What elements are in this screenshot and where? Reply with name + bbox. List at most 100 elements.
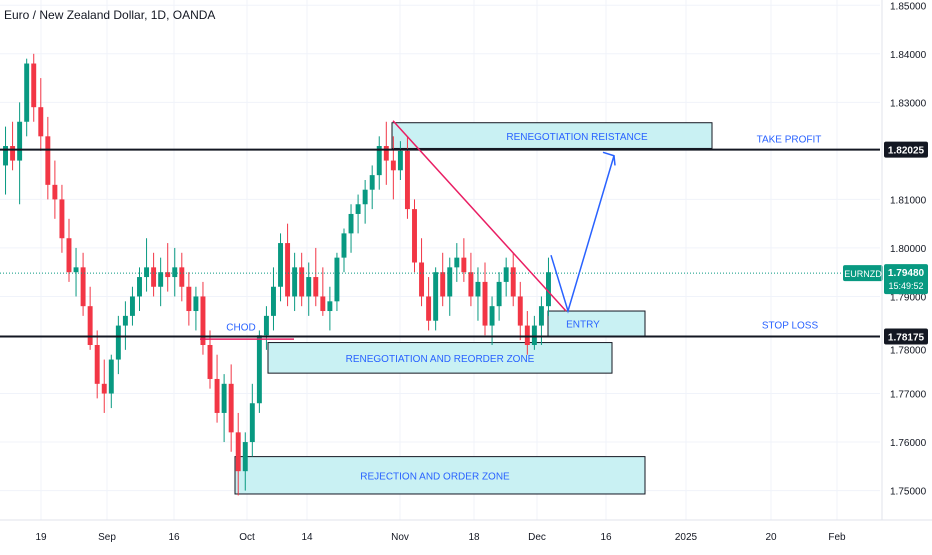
x-tick-label: 2025 — [675, 532, 698, 543]
candle-body — [546, 272, 551, 307]
candle-body — [17, 121, 23, 161]
candle-body — [426, 296, 432, 321]
stop-loss-price: 1.78175 — [888, 333, 925, 344]
candle-body — [313, 277, 319, 297]
candle-body — [489, 306, 495, 326]
candle-body — [496, 281, 502, 307]
x-tick-label: Nov — [391, 532, 409, 543]
candle-body — [249, 403, 255, 443]
candle-body — [299, 267, 305, 297]
x-tick-label: 20 — [765, 532, 777, 543]
annotation-take-profit: TAKE PROFIT — [757, 135, 822, 146]
bar-countdown: 15:49:52 — [888, 281, 923, 291]
annotation-entry: ENTRY — [566, 320, 600, 331]
candle-body — [517, 296, 523, 326]
candle-body — [256, 335, 262, 404]
candle-body — [341, 233, 347, 258]
x-axis: 19 Sep 16 Oct 14 Nov 18 Dec 16 2025 20 Feb — [0, 519, 932, 543]
candle-body — [45, 136, 51, 185]
partial-price: 1.78000 — [890, 346, 927, 357]
chart-title: Euro / New Zealand Dollar, 1D, OANDA — [4, 8, 216, 22]
candle-body — [524, 325, 530, 345]
candle-body — [482, 281, 488, 326]
take-profit-price-tag — [884, 141, 928, 158]
candle-body — [80, 267, 86, 307]
take-profit-price: 1.82025 — [888, 146, 925, 157]
candle-body — [101, 383, 107, 394]
candle-body — [38, 107, 44, 137]
candle-body — [179, 267, 185, 287]
candle-body — [3, 146, 8, 166]
current-price: 1.79480 — [888, 268, 925, 279]
candle-body — [531, 325, 537, 345]
candle-body — [129, 296, 135, 316]
candle-body — [10, 146, 16, 161]
zone-box-resistance — [391, 122, 713, 149]
candles — [3, 53, 551, 496]
candle-body — [158, 272, 164, 287]
candle-body — [447, 267, 453, 297]
candle-body — [383, 146, 389, 161]
y-tick-label: 1.79000 — [890, 292, 927, 303]
x-tick-label: Sep — [98, 532, 116, 543]
y-tick-label: 1.80000 — [890, 244, 927, 255]
x-tick-label: Oct — [239, 532, 255, 543]
y-axis: 1.85000 1.84000 1.83000 1.81000 1.80000 1.790… — [881, 0, 928, 520]
symbol-label: EURNZD — [844, 269, 882, 279]
y-tick-label: 1.85000 — [890, 1, 927, 12]
candle-body — [362, 189, 368, 205]
x-tick-label: 19 — [35, 532, 47, 543]
candle-body — [320, 296, 326, 312]
projection-arrowhead — [602, 151, 616, 166]
candle-body — [66, 238, 72, 273]
candle-body — [137, 277, 142, 297]
candle-body — [186, 286, 192, 312]
candle-body — [214, 378, 220, 413]
candle-body — [278, 243, 283, 287]
candle-body — [390, 160, 396, 171]
y-tick-label: 1.83000 — [890, 98, 927, 109]
candle-body — [475, 281, 481, 297]
annotation-resistance: RENEGOTIATION REISTANCE — [506, 132, 648, 143]
grid — [0, 0, 880, 520]
candle-body — [200, 296, 206, 345]
candle-body — [151, 267, 157, 287]
candle-body — [52, 184, 58, 200]
candle-body — [292, 267, 298, 297]
x-tick-label: Dec — [528, 532, 546, 543]
candle-body — [235, 432, 241, 472]
candle-body — [193, 296, 199, 312]
y-tick-label: 1.77000 — [890, 390, 927, 401]
zone-box-rejection-zone — [234, 456, 646, 495]
candle-body — [59, 199, 65, 239]
y-tick-label: 1.81000 — [890, 195, 927, 206]
candle-body — [87, 306, 93, 345]
candle-body — [242, 442, 248, 472]
candle-body — [503, 267, 509, 282]
candle-body — [108, 359, 114, 394]
candle-body — [327, 301, 333, 312]
x-tick-label: 16 — [600, 532, 612, 543]
candle-body — [397, 150, 403, 171]
candle-body — [334, 257, 340, 302]
candle-body — [115, 325, 121, 360]
candle-body — [228, 383, 234, 433]
symbol-tag — [843, 265, 883, 282]
candle-body — [172, 267, 178, 278]
candle-body — [144, 267, 150, 278]
candle-body — [24, 63, 30, 122]
projection-path — [550, 155, 615, 314]
stop-loss-price-tag — [884, 328, 928, 345]
candle-body — [412, 209, 417, 263]
annotation-stop-loss: STOP LOSS — [762, 321, 819, 332]
candle-body — [348, 213, 354, 234]
y-tick-label: 1.75000 — [890, 487, 927, 498]
candle-body — [538, 306, 544, 326]
candle-body — [404, 150, 410, 210]
y-tick-label: 1.84000 — [890, 50, 927, 61]
overlays: RENEGOTIATION REISTANCE TAKE PROFIT CHOD EN… — [0, 120, 883, 483]
candle-body — [461, 257, 467, 273]
x-tick-label: 14 — [301, 532, 313, 543]
